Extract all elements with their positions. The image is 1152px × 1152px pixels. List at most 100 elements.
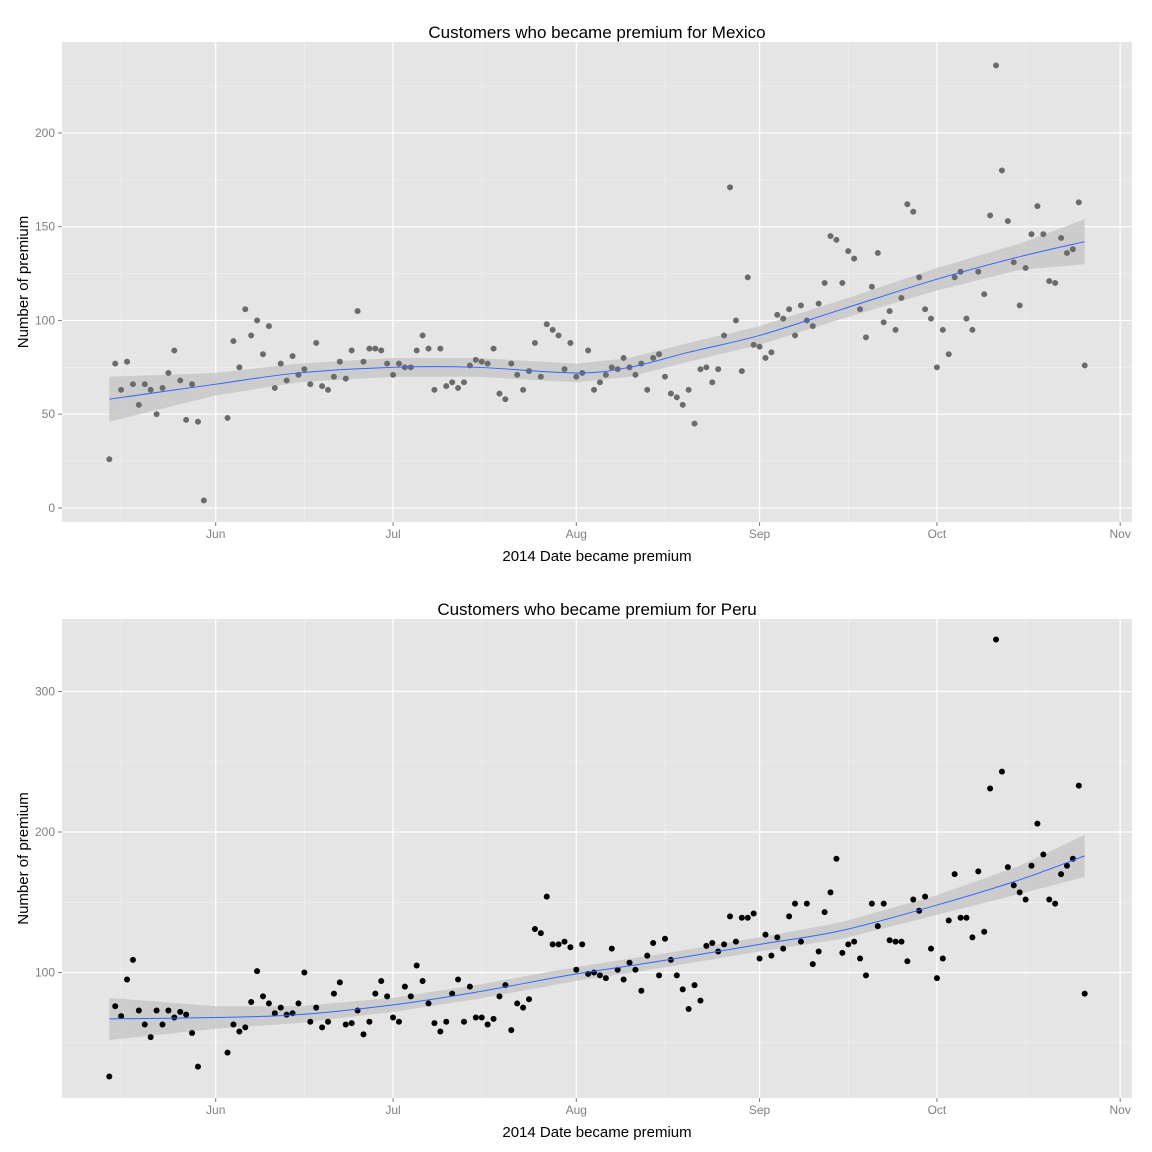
data-point [650,354,657,361]
data-point [969,934,976,941]
data-point [230,1021,237,1028]
y-tick-label: 300 [35,685,55,699]
data-point [821,909,828,916]
data-point [366,345,373,352]
data-point [1010,259,1017,266]
data-point [360,358,367,365]
data-point [330,990,337,997]
data-point [727,184,734,191]
data-point [319,383,326,390]
data-point [993,636,1000,643]
data-point [171,347,178,354]
data-point [738,914,745,921]
data-point [620,976,627,983]
data-point [667,390,674,397]
data-point [786,306,793,313]
data-point [1004,864,1011,871]
y-tick-label: 200 [35,126,55,140]
data-point [194,1063,201,1070]
data-point [549,941,556,948]
data-point [460,1018,467,1025]
data-point [407,993,414,1000]
data-point [904,958,911,965]
data-point [685,386,692,393]
data-point [803,900,810,907]
data-point [821,279,828,286]
data-point [360,1031,367,1038]
data-point [933,364,940,371]
data-point [1034,203,1041,210]
data-point [679,401,686,408]
data-point [780,315,787,322]
data-point [862,334,869,341]
confidence-band [109,834,1085,1040]
data-point [141,381,148,388]
data-point [987,785,994,792]
data-point [1052,900,1059,907]
data-point [608,945,615,952]
data-point [254,317,261,324]
data-point [1004,218,1011,225]
data-point [667,956,674,963]
data-point [526,996,533,1003]
data-point [520,1004,527,1011]
data-point [248,332,255,339]
data-point [833,855,840,862]
data-point [939,955,946,962]
data-point [868,900,875,907]
data-point [342,1021,349,1028]
data-point [898,294,905,301]
data-point [1046,278,1053,285]
data-point [839,279,846,286]
data-point [502,396,509,403]
x-tick-label: Jun [206,527,225,541]
data-point [159,1021,166,1028]
x-tick-label: Sep [749,1103,771,1117]
data-point [620,354,627,361]
data-point [129,381,136,388]
x-tick-label: Aug [566,1103,587,1117]
data-point [413,962,420,969]
data-point [963,914,970,921]
data-point [679,986,686,993]
data-point [998,167,1005,174]
data-point [632,371,639,378]
data-point [1075,782,1082,789]
data-point [898,938,905,945]
data-point [254,968,261,975]
data-point [1010,882,1017,889]
data-point [449,379,456,386]
data-point [313,1004,320,1011]
data-point [165,369,172,376]
data-point [390,371,397,378]
data-point [425,345,432,352]
data-point [656,351,663,358]
x-tick-label: Jul [385,1103,400,1117]
data-point [969,326,976,333]
data-point [857,306,864,313]
data-point [124,976,131,983]
data-point [455,384,462,391]
data-point [189,381,196,388]
data-point [526,368,533,375]
data-point [147,1034,154,1041]
x-tick-label: Oct [928,1103,947,1117]
data-point [845,248,852,255]
data-point [661,373,668,380]
data-point [242,1024,249,1031]
data-point [886,937,893,944]
data-point [531,925,538,932]
data-point [945,351,952,358]
data-point [874,923,881,930]
data-point [106,456,113,463]
y-tick-label: 100 [35,966,55,980]
data-point [265,1000,272,1007]
x-tick-label: Aug [566,527,587,541]
data-point [774,311,781,318]
data-point [224,414,231,421]
data-point [691,982,698,989]
data-point [384,360,391,367]
data-point [792,900,799,907]
data-point [118,386,125,393]
data-point [886,308,893,315]
